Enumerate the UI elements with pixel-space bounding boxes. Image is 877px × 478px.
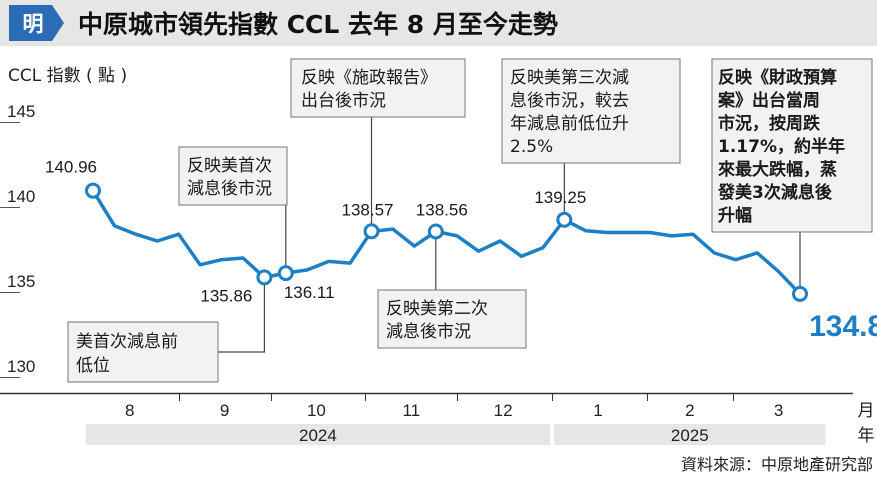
data-point-marker <box>277 265 294 282</box>
annotation-text-line: 市況，按周跌 <box>718 113 821 134</box>
annotation-text-line: 來最大跌幅，蒸 <box>718 159 837 180</box>
data-point-marker <box>427 223 444 240</box>
logo-char: 明 <box>23 12 44 36</box>
year-label: 2024 <box>299 426 337 445</box>
y-tick-label: 130 <box>7 357 35 376</box>
annotation-text-line: 出台後市況 <box>301 91 386 111</box>
annotation-text-line: 減息後市況 <box>386 322 471 342</box>
x-tick-label: 10 <box>307 401 326 420</box>
annotation-text-line: 2.5% <box>510 137 553 157</box>
x-tick-label: 2 <box>685 401 694 420</box>
annotation-text-line: 美首次減息前 <box>76 332 178 352</box>
annotation-text-line: 年減息前低位升 <box>510 114 629 134</box>
data-labels: 140.96 135.86 136.11 138.57 138.56 139.25 134.… <box>45 158 877 343</box>
header: 明 中原城市領先指數 CCL 去年 8 月至今走勢 <box>0 0 877 46</box>
annotation-leader-line <box>218 277 265 353</box>
data-label: 138.57 <box>342 200 394 219</box>
data-point-marker <box>85 182 101 199</box>
x-tick-label: 12 <box>494 401 513 420</box>
annotation-text-line: 升幅 <box>718 205 752 226</box>
x-tick-label: 11 <box>402 401 420 420</box>
x-tick-label: 1 <box>593 401 602 420</box>
y-tick-label: 145 <box>7 102 35 121</box>
data-label: 138.56 <box>416 200 468 219</box>
x-tick-label: 8 <box>125 401 134 420</box>
annotation-box <box>178 146 288 206</box>
x-unit-month: 月 <box>858 401 875 421</box>
data-label: 140.96 <box>45 158 97 177</box>
y-tick-label: 135 <box>7 272 35 291</box>
x-tick-label: 9 <box>220 401 229 420</box>
annotation-text-line: 案》出台當周 <box>717 90 820 111</box>
y-tick-label: 140 <box>7 187 35 206</box>
baseline-group <box>0 122 853 395</box>
annotation-text-line: 反映《施政報告》 <box>301 68 437 88</box>
logo-badge <box>9 5 64 41</box>
year-band <box>85 424 551 445</box>
annotation-text-line: 息後市況，較去 <box>510 91 629 111</box>
annotation-text-line: 反映《財政預算 <box>718 67 837 88</box>
annotation-text-line: 低位 <box>76 356 110 376</box>
data-point-marker <box>256 269 273 286</box>
annotation-text-line: 反映美第二次 <box>386 299 488 319</box>
annotation-box <box>67 321 219 383</box>
chart-title: 中原城市領先指數 CCL 去年 8 月至今走勢 <box>78 10 558 39</box>
data-point-marker <box>363 223 380 240</box>
y-axis-label: CCL 指數 ( 點 ) <box>8 66 127 86</box>
annotation-box <box>711 58 873 233</box>
series-group <box>85 182 808 302</box>
x-unit-year: 年 <box>858 426 875 446</box>
annotation-text-line: 反映美第三次減 <box>510 68 629 88</box>
annotation-text-line: 發美3次減息後 <box>717 182 833 203</box>
annotation-box <box>501 58 681 164</box>
annotation-box <box>290 58 466 118</box>
data-label: 139.25 <box>534 188 586 207</box>
data-label: 134.89 <box>809 310 877 343</box>
data-point-marker <box>792 285 808 302</box>
x-tick-label: 3 <box>774 401 783 420</box>
annotation-text-line: 反映美首次 <box>187 156 272 176</box>
year-band <box>554 424 826 445</box>
source-note: 資料來源：中原地產研究部 <box>681 455 873 474</box>
annotation-box <box>377 289 527 349</box>
data-label: 135.86 <box>200 286 252 305</box>
title-bar <box>0 0 877 46</box>
annotation-text-line: 減息後市況 <box>187 179 272 199</box>
data-point-marker <box>556 211 573 228</box>
year-label: 2025 <box>671 426 709 445</box>
data-label: 136.11 <box>284 283 335 302</box>
series-line <box>91 188 802 296</box>
annotation-text-line: 1.17%，約半年 <box>718 136 845 157</box>
